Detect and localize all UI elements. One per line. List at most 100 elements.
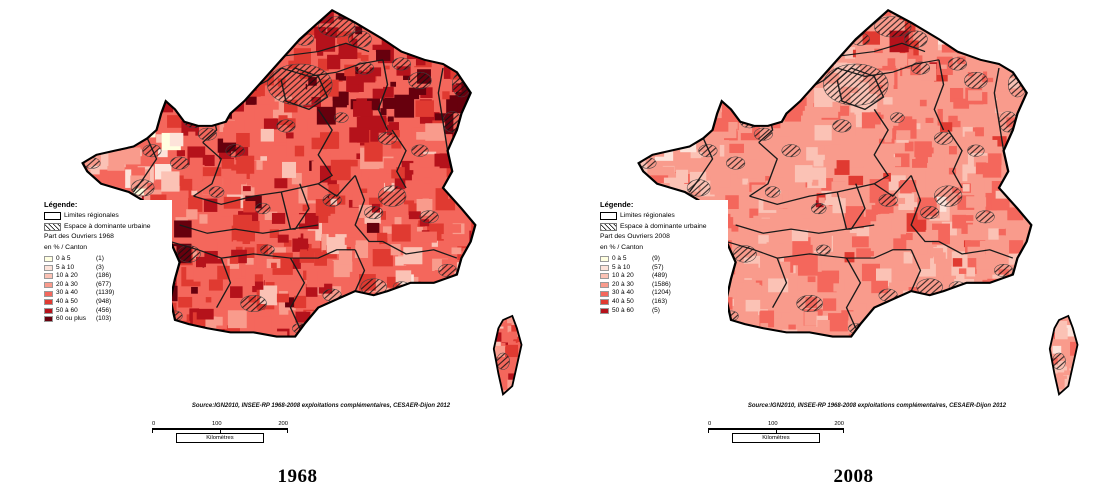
class-color-swatch: [44, 256, 53, 263]
legend-class-row: 10 à 20 (186): [44, 272, 172, 281]
class-label: 10 à 20: [612, 272, 634, 280]
legend-class-row: 30 à 40 (1204): [600, 289, 728, 298]
class-count: (5): [652, 306, 660, 314]
legend-title: Légende:: [44, 200, 78, 209]
legend-class-row: 10 à 20 (489): [600, 272, 728, 281]
legend-class-list: 0 à 5 (1) 5 à 10 (3) 10 à 20 (186) 20 à 30 (677…: [44, 255, 172, 324]
urban-area-label: Espace à dominante urbaine: [64, 223, 151, 230]
legend-variable-title: Part des Ouvriers 1968: [44, 233, 114, 240]
class-count: (677): [96, 280, 112, 288]
class-color-swatch: [44, 273, 53, 280]
class-color-swatch: [44, 290, 53, 297]
legend-class-row: 40 à 50 (948): [44, 298, 172, 307]
class-color-swatch: [44, 316, 53, 323]
legend-row-region-limits: Limites régionales: [44, 211, 172, 220]
corsica-outline: [1048, 314, 1079, 397]
map-panel-2008: Légende: Limites régionales Espace à dom…: [556, 0, 1111, 502]
scale-label-200: 200: [834, 421, 844, 427]
year-label-2008: 2008: [833, 466, 874, 487]
scale-bar-line: [708, 428, 844, 433]
class-label: 30 à 40: [56, 289, 78, 297]
scale-bar: 0 100 200 Kilomètres: [708, 421, 844, 443]
region-limits-label: Limites régionales: [64, 212, 119, 219]
class-count: (1139): [96, 289, 115, 297]
scale-unit-box: Kilomètres: [176, 433, 264, 443]
class-color-swatch: [600, 307, 609, 314]
class-color-swatch: [600, 256, 609, 263]
year-label-1968: 1968: [277, 466, 318, 487]
corsica-outline: [492, 314, 523, 397]
class-label: 40 à 50: [56, 297, 78, 305]
class-count: (1204): [652, 289, 671, 297]
legend-class-row: 0 à 5 (1): [44, 255, 172, 264]
class-label: 0 à 5: [612, 255, 627, 262]
legend-row-urban-area: Espace à dominante urbaine: [44, 222, 172, 231]
legend-row-region-limits: Limites régionales: [600, 211, 728, 220]
region-limits-swatch: [44, 211, 61, 220]
legend-class-list: 0 à 5 (9) 5 à 10 (57) 10 à 20 (489) 20 à 30 (15…: [600, 255, 728, 315]
scale-tick-labels: 0 100 200: [708, 421, 844, 427]
class-label: 30 à 40: [612, 289, 634, 297]
map-panel-1968: Légende: Limites régionales Espace à dom…: [0, 0, 555, 502]
source-caption: Source:IGN2010, INSEE-RP 1968-2008 explo…: [747, 403, 1007, 409]
region-limits-swatch: [600, 211, 617, 220]
class-label: 50 à 60: [56, 306, 78, 314]
class-color-swatch: [44, 282, 53, 289]
legend-class-row: 40 à 50 (163): [600, 298, 728, 307]
urban-area-hatch-swatch: [44, 222, 61, 231]
legend-class-row: 50 à 60 (5): [600, 307, 728, 316]
legend-title: Légende:: [600, 200, 634, 209]
legend-class-row: 60 ou plus (103): [44, 315, 172, 324]
legend-row-urban-area: Espace à dominante urbaine: [600, 222, 728, 231]
class-count: (1586): [652, 280, 671, 288]
class-label: 0 à 5: [56, 255, 71, 262]
scale-label-0: 0: [708, 421, 712, 427]
class-label: 10 à 20: [56, 272, 78, 280]
scale-label-100: 100: [211, 421, 222, 427]
france-outline: [81, 8, 477, 338]
legend-class-row: 5 à 10 (3): [44, 264, 172, 273]
legend-class-row: 20 à 30 (1586): [600, 281, 728, 290]
scale-label-0: 0: [152, 421, 156, 427]
scale-tick-labels: 0 100 200: [152, 421, 288, 427]
france-outline: [637, 8, 1033, 338]
scale-bar: 0 100 200 Kilomètres: [152, 421, 288, 443]
class-label: 20 à 30: [612, 280, 634, 288]
class-color-swatch: [44, 264, 53, 271]
class-count: (57): [652, 263, 664, 271]
class-label: 5 à 10: [612, 263, 631, 271]
scale-label-200: 200: [278, 421, 288, 427]
class-color-swatch: [600, 290, 609, 297]
class-count: (3): [96, 263, 104, 271]
legend-class-row: 5 à 10 (57): [600, 264, 728, 273]
scale-bar-line: [152, 428, 288, 433]
scale-label-100: 100: [767, 421, 778, 427]
class-label: 20 à 30: [56, 280, 78, 288]
class-count: (186): [96, 272, 112, 280]
class-label: 40 à 50: [612, 297, 634, 305]
legend-class-row: 30 à 40 (1139): [44, 289, 172, 298]
class-label: 60 ou plus: [56, 315, 86, 323]
urban-area-label: Espace à dominante urbaine: [620, 223, 707, 230]
class-count: (103): [96, 315, 112, 323]
region-boundaries: [132, 42, 458, 329]
source-caption: Source:IGN2010, INSEE-RP 1968-2008 explo…: [191, 403, 451, 409]
legend-class-row: 20 à 30 (677): [44, 281, 172, 290]
class-color-swatch: [600, 299, 609, 306]
legend-variable-title: Part des Ouvriers 2008: [600, 233, 670, 240]
class-color-swatch: [600, 282, 609, 289]
class-label: 5 à 10: [56, 263, 75, 271]
class-color-swatch: [600, 264, 609, 271]
legend-1968: Légende: Limites régionales Espace à dom…: [44, 200, 172, 324]
legend-class-row: 0 à 5 (9): [600, 255, 728, 264]
class-count: (489): [652, 272, 668, 280]
class-count: (9): [652, 255, 660, 262]
urban-area-hatch-swatch: [600, 222, 617, 231]
legend-variable-unit: en % / Canton: [44, 243, 88, 251]
legend-2008: Légende: Limites régionales Espace à dom…: [600, 200, 728, 316]
legend-variable-unit: en % / Canton: [600, 243, 644, 251]
class-color-swatch: [44, 299, 53, 306]
legend-class-row: 50 à 60 (456): [44, 307, 172, 316]
class-color-swatch: [44, 307, 53, 314]
class-count: (163): [652, 297, 668, 305]
